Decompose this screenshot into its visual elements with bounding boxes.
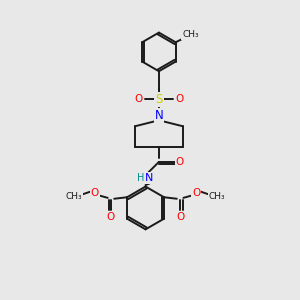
- Text: O: O: [176, 94, 184, 104]
- Text: S: S: [155, 93, 163, 106]
- Text: H: H: [137, 173, 145, 183]
- Text: CH₃: CH₃: [209, 192, 225, 201]
- Text: O: O: [91, 188, 99, 198]
- Text: N: N: [154, 109, 163, 122]
- Text: O: O: [192, 188, 200, 198]
- Text: O: O: [134, 94, 142, 104]
- Text: N: N: [145, 173, 154, 183]
- Text: CH₃: CH₃: [182, 30, 199, 39]
- Text: O: O: [176, 157, 184, 167]
- Text: O: O: [176, 212, 184, 222]
- Text: CH₃: CH₃: [66, 192, 83, 201]
- Text: O: O: [106, 212, 115, 222]
